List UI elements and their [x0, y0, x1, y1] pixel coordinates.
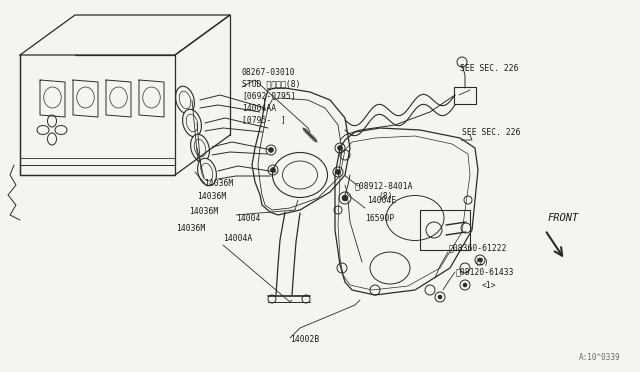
Circle shape	[463, 283, 467, 287]
Text: 14004AA: 14004AA	[242, 103, 276, 112]
Text: (2): (2)	[474, 257, 488, 266]
Ellipse shape	[191, 134, 209, 162]
Ellipse shape	[182, 109, 202, 137]
Text: <1>: <1>	[482, 282, 497, 291]
Circle shape	[335, 170, 340, 174]
Text: 14004: 14004	[236, 214, 260, 222]
Text: [0692-0795]: [0692-0795]	[242, 92, 296, 100]
Circle shape	[342, 195, 348, 201]
Text: 14036M: 14036M	[176, 224, 205, 232]
FancyBboxPatch shape	[454, 87, 476, 104]
Text: A:10^0339: A:10^0339	[579, 353, 620, 362]
Text: 14036M: 14036M	[197, 192, 227, 201]
Text: (8): (8)	[378, 192, 392, 201]
Text: 14036M: 14036M	[189, 206, 218, 215]
Text: Ⓝ08360-61222: Ⓝ08360-61222	[449, 244, 508, 253]
Circle shape	[269, 148, 273, 153]
Text: 14004E: 14004E	[367, 196, 396, 205]
Text: SEE SEC. 226: SEE SEC. 226	[462, 128, 520, 137]
Ellipse shape	[175, 86, 195, 114]
Text: 14004A: 14004A	[223, 234, 252, 243]
Text: 08267-03010: 08267-03010	[242, 67, 296, 77]
Text: 14036M: 14036M	[204, 179, 233, 187]
Ellipse shape	[198, 158, 216, 186]
Text: ⒲08120-61433: ⒲08120-61433	[456, 267, 515, 276]
Text: FRONT: FRONT	[548, 213, 579, 223]
Circle shape	[438, 295, 442, 299]
Text: ⓝ08912-8401A: ⓝ08912-8401A	[355, 182, 413, 190]
Text: 14002B: 14002B	[290, 336, 319, 344]
Text: [0795-  ]: [0795- ]	[242, 115, 286, 125]
Text: STUD スタッド(8): STUD スタッド(8)	[242, 80, 301, 89]
Text: 16590P: 16590P	[365, 214, 394, 222]
Circle shape	[271, 167, 275, 173]
Circle shape	[478, 258, 482, 262]
Circle shape	[337, 145, 342, 151]
Text: SEE SEC. 226: SEE SEC. 226	[460, 64, 518, 73]
